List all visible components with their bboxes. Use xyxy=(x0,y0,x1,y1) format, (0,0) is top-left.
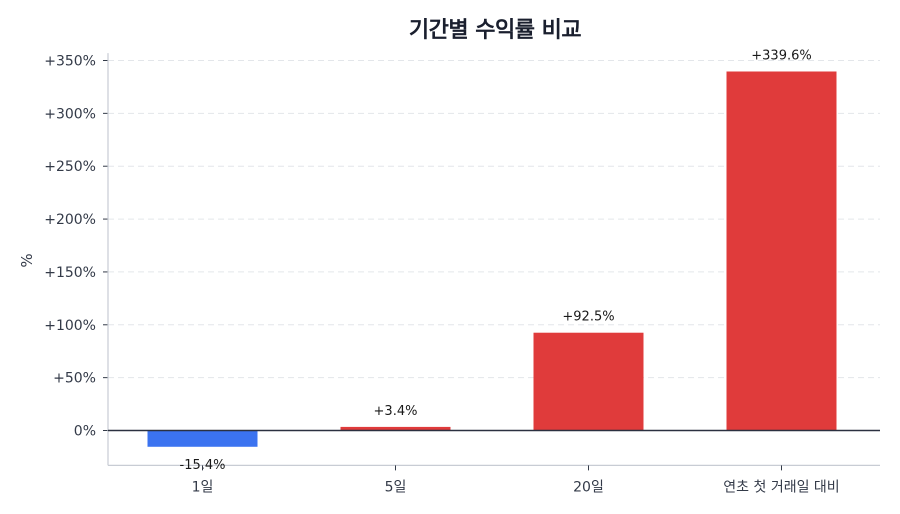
y-tick-label: +100% xyxy=(44,318,96,334)
bar-2 xyxy=(340,426,451,431)
bar-3 xyxy=(533,332,644,431)
x-tick-label: 연초 첫 거래일 대비 xyxy=(723,479,839,495)
y-axis-label: % xyxy=(18,253,36,267)
bar-value-label: -15.4% xyxy=(180,458,226,473)
bar-value-label: +339.6% xyxy=(751,48,811,63)
y-tick-label: 0% xyxy=(74,424,96,440)
y-tick-label: +50% xyxy=(53,371,96,387)
y-tick-label: +200% xyxy=(44,212,96,228)
bar-value-label: +92.5% xyxy=(562,310,614,325)
x-tick-label: 5일 xyxy=(385,479,407,495)
y-tick-label: +300% xyxy=(44,106,96,122)
chart-title: 기간별 수익률 비교 xyxy=(408,18,582,43)
bar-value-label: +3.4% xyxy=(374,404,418,419)
bar-1 xyxy=(147,430,258,447)
x-tick-label: 20일 xyxy=(573,479,604,495)
y-tick-label: +250% xyxy=(44,159,96,175)
x-tick-label: 1일 xyxy=(192,479,214,495)
bar-4 xyxy=(726,71,837,431)
y-tick-label: +150% xyxy=(44,265,96,281)
y-tick-label: +350% xyxy=(44,54,96,70)
